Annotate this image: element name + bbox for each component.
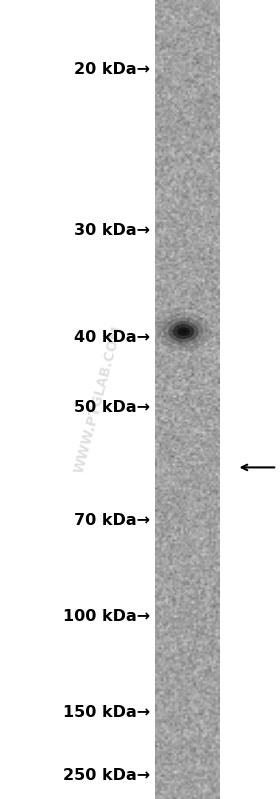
Text: 50 kDa→: 50 kDa→ bbox=[74, 400, 150, 415]
Ellipse shape bbox=[180, 329, 186, 334]
Ellipse shape bbox=[156, 312, 211, 351]
Text: 70 kDa→: 70 kDa→ bbox=[74, 514, 150, 528]
Bar bbox=[155, 0, 220, 799]
Text: 40 kDa→: 40 kDa→ bbox=[74, 330, 150, 344]
Ellipse shape bbox=[168, 321, 199, 342]
Ellipse shape bbox=[177, 328, 190, 336]
Text: 250 kDa→: 250 kDa→ bbox=[63, 768, 150, 782]
Ellipse shape bbox=[173, 324, 194, 339]
Text: 150 kDa→: 150 kDa→ bbox=[63, 706, 150, 720]
Text: 30 kDa→: 30 kDa→ bbox=[74, 223, 150, 237]
Text: 100 kDa→: 100 kDa→ bbox=[63, 610, 150, 624]
Text: WWW.PTGLAB.COM: WWW.PTGLAB.COM bbox=[71, 324, 125, 475]
Ellipse shape bbox=[163, 317, 204, 346]
Text: 20 kDa→: 20 kDa→ bbox=[74, 62, 150, 77]
